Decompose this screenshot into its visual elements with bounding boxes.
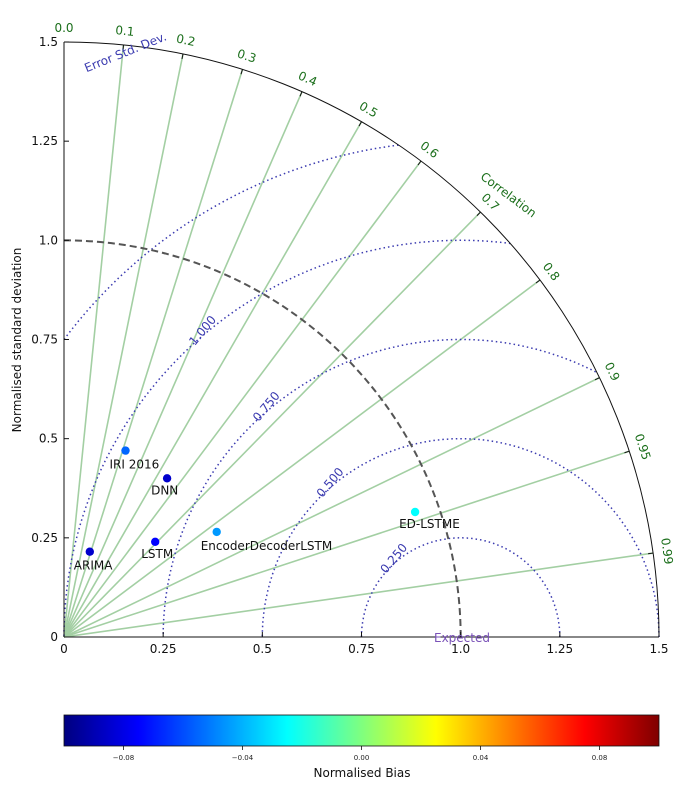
colorbar-label: Normalised Bias [314,766,411,780]
correlation-tick-label: 0.6 [418,138,442,161]
correlation-tick [299,91,303,97]
data-point [410,507,420,517]
x-tick-label: 0 [60,642,68,656]
reference-std-arc [63,239,462,638]
point-label: LSTM [141,547,173,561]
point-label: DNN [151,483,178,497]
colorbar-gradient [63,714,660,747]
x-tick-label: 1.25 [546,642,573,656]
y-tick-label: 0 [50,630,58,644]
correlation-tick [624,450,630,454]
y-axis-label: Normalised standard deviation [10,248,24,433]
correlation-tick [648,552,654,555]
model-points: IRI 2016 DNN LSTM ARIMA EncoderDecoderLSTM ED… [74,446,460,573]
correlation-line [63,69,244,638]
point-label: IRI 2016 [110,458,160,472]
colorbar-tick-label: −0.04 [232,754,254,762]
correlation-tick [417,160,422,166]
rms-contour [63,239,511,637]
correlation-line [63,121,363,638]
correlation-tick-label: 0.3 [235,47,257,66]
correlation-tick-label: 0.99 [658,537,676,565]
correlation-line [63,450,630,638]
correlation-line [63,552,654,638]
colorbar-tick-label: −0.08 [113,754,134,762]
correlation-tick [240,69,243,75]
correlation-tick-label: 0.1 [115,23,135,39]
correlation-tick [358,121,362,127]
correlation-tick-label: 0.5 [357,99,381,121]
correlation-line [63,376,600,638]
correlation-line [63,44,125,638]
y-tick-label: 1.5 [39,35,58,49]
y-tick-label: 1.0 [39,233,58,247]
correlation-tick [122,44,124,51]
x-tick-label: 0.25 [150,642,177,656]
correlation-tick-label: 0.0 [54,21,73,35]
correlation-tick-label: 0.8 [540,260,563,284]
x-tick-label: 1.5 [649,642,668,656]
correlation-line [63,53,184,638]
correlation-tick-label: 0.9 [602,360,623,383]
correlation-tick [594,377,600,381]
y-tick-label: 0.75 [31,333,58,347]
point-label: EncoderDecoderLSTM [201,539,333,553]
colorbar: −0.08 −0.04 0.00 0.04 0.08 [63,714,660,762]
point-label: ED-LSTME [399,517,460,531]
x-tick-label: 0.5 [253,642,272,656]
data-point [162,474,172,483]
correlation-tick [476,211,481,217]
data-point [121,446,130,455]
rms-contours [63,144,660,637]
colorbar-tick-label: 0.08 [592,754,608,762]
rms-tick-label: 1.000 [186,313,219,348]
correlation-tick-label: 0.2 [175,32,197,50]
rms-contour [63,144,399,340]
data-point [212,527,221,537]
correlation-tick [181,53,184,60]
axis-ticks: 00 0.25 0.25 0.5 0.5 0.75 0.75 1.0 1.0 1.25 1.25 1.… [31,35,668,656]
correlation-line [63,211,482,638]
colorbar-tick-label: 0.00 [354,754,370,762]
outer-arc [63,41,660,638]
correlation-line [63,91,303,638]
reference-label: Expected [434,631,490,645]
rms-contour [261,437,660,637]
rms-tick-label: 0.250 [377,541,410,576]
colorbar-tick-label: 0.04 [473,754,489,762]
data-point [151,537,160,546]
reference-arc [63,239,462,638]
correlation-tick [535,279,541,284]
correlation-tick-label: 0.4 [296,69,319,89]
x-tick-label: 1.0 [451,642,470,656]
point-label: ARIMA [74,559,113,573]
correlation-line [63,160,422,638]
correlation-lines [63,44,654,638]
y-tick-label: 0.5 [39,432,58,446]
correlation-tick-label: 0.95 [632,432,654,462]
x-tick-label: 0.75 [348,642,375,656]
data-point [85,547,95,556]
y-tick-label: 0.25 [31,531,58,545]
y-tick-label: 1.25 [31,134,58,148]
rms-tick-label: 0.500 [314,465,347,500]
correlation-tick-labels: 0.0 0.10.20.30.40.50.60.70.80.90.950.99 [54,21,675,565]
